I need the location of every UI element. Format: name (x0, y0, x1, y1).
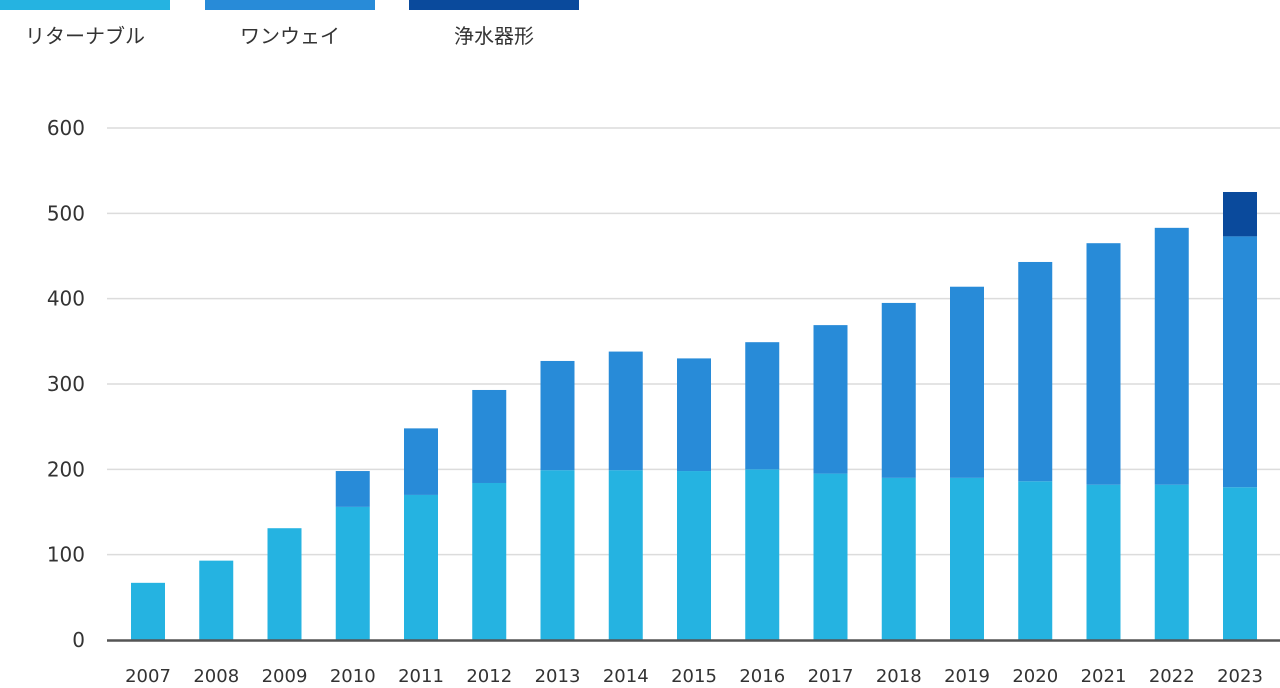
bar-segment (1086, 484, 1121, 640)
bar-segment (881, 302, 916, 478)
bar-segment (540, 470, 575, 640)
bar-segment (131, 582, 165, 640)
x-tick-label: 2007 (125, 666, 171, 687)
bar-segment (608, 351, 643, 471)
bar-segment (950, 477, 984, 640)
legend-swatch (205, 0, 375, 10)
x-tick-label: 2016 (739, 666, 785, 687)
legend-item: 浄水器形 (409, 0, 579, 48)
legend-swatch (409, 0, 579, 10)
y-tick-label: 100 (47, 543, 85, 567)
bar-segment (1154, 484, 1189, 640)
x-tick-label: 2013 (535, 666, 581, 687)
bar-segment (472, 389, 507, 483)
x-tick-label: 2018 (876, 666, 922, 687)
x-tick-label: 2017 (808, 666, 854, 687)
bar-segment (677, 471, 711, 640)
bar-segment (267, 528, 302, 640)
x-tick-label: 2020 (1012, 666, 1058, 687)
legend-label: ワンウェイ (240, 24, 340, 48)
bar-segment (813, 325, 848, 474)
bar-segment (881, 477, 916, 640)
bar-segment (404, 428, 438, 495)
bar-segment (1018, 481, 1053, 640)
x-tick-label: 2021 (1081, 666, 1127, 687)
bar-segment (335, 471, 370, 507)
y-tick-label: 300 (47, 372, 85, 396)
bar-segment (1223, 192, 1257, 237)
y-tick-label: 200 (47, 457, 85, 481)
y-tick-label: 400 (47, 287, 85, 311)
bar-segment (335, 506, 370, 640)
y-tick-label: 0 (72, 628, 85, 652)
bar-segment (745, 342, 780, 470)
x-tick-label: 2010 (330, 666, 376, 687)
y-tick-label: 500 (47, 201, 85, 225)
legend-item: ワンウェイ (205, 0, 375, 48)
bar-segment (1223, 236, 1257, 488)
bar-segment (1154, 227, 1189, 485)
bar-segment (404, 494, 438, 640)
x-tick-label: 2014 (603, 666, 649, 687)
x-tick-label: 2022 (1149, 666, 1195, 687)
legend-label: リターナブル (25, 24, 145, 48)
bar-segment (472, 482, 507, 640)
x-tick-label: 2015 (671, 666, 717, 687)
bar-segment (540, 360, 575, 471)
x-tick-label: 2008 (193, 666, 239, 687)
legend-item: リターナブル (0, 0, 170, 48)
x-tick-label: 2023 (1217, 666, 1263, 687)
bar-segment (950, 286, 984, 478)
bar-segment (199, 560, 234, 640)
x-tick-label: 2019 (944, 666, 990, 687)
bar-segment (1223, 487, 1257, 640)
bar-segment (677, 358, 711, 472)
bar-segment (1018, 261, 1053, 482)
bar-segment (745, 469, 780, 640)
y-tick-label: 600 (47, 116, 85, 140)
x-tick-label: 2011 (398, 666, 444, 687)
bar-segment (1086, 243, 1121, 485)
bar-segment (813, 473, 848, 640)
x-tick-label: 2012 (466, 666, 512, 687)
bar-segment (608, 470, 643, 640)
legend-swatch (0, 0, 170, 10)
x-tick-label: 2009 (262, 666, 308, 687)
legend-label: 浄水器形 (454, 24, 534, 48)
